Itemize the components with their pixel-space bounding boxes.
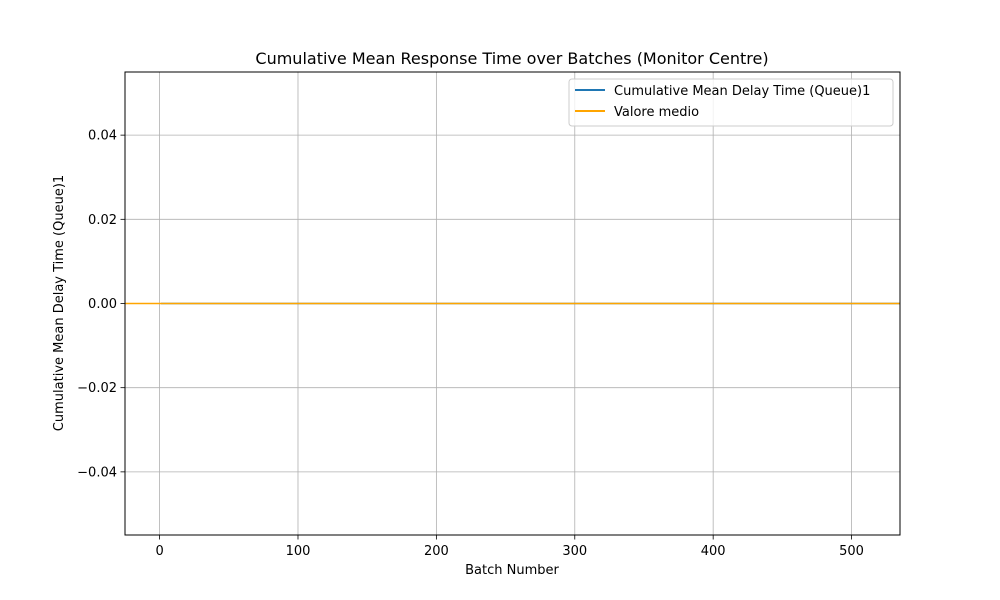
- chart-title: Cumulative Mean Response Time over Batch…: [255, 49, 768, 68]
- x-axis-label: Batch Number: [465, 563, 559, 578]
- y-tick-label: 0.04: [88, 129, 117, 144]
- y-tick-label: −0.02: [77, 381, 117, 396]
- x-axis-ticks: 0 100 200 300 400 500: [155, 535, 864, 559]
- y-tick-label: 0.02: [88, 213, 117, 228]
- y-axis-ticks: −0.04 −0.02 0.00 0.02 0.04: [77, 129, 125, 480]
- legend-label-valore-medio: Valore medio: [614, 105, 699, 120]
- y-tick-label: 0.00: [88, 297, 117, 312]
- y-tick-label: −0.04: [77, 465, 117, 480]
- x-tick-label: 500: [839, 544, 864, 559]
- legend: Cumulative Mean Delay Time (Queue)1 Valo…: [568, 78, 894, 127]
- x-tick-label: 200: [424, 544, 449, 559]
- x-tick-label: 0: [155, 544, 163, 559]
- legend-label-cumulative-mean: Cumulative Mean Delay Time (Queue)1: [614, 84, 870, 99]
- x-tick-label: 100: [286, 544, 311, 559]
- x-tick-label: 400: [701, 544, 726, 559]
- x-tick-label: 300: [562, 544, 587, 559]
- legend-box: [568, 78, 894, 127]
- y-axis-label: Cumulative Mean Delay Time (Queue)1: [52, 175, 67, 431]
